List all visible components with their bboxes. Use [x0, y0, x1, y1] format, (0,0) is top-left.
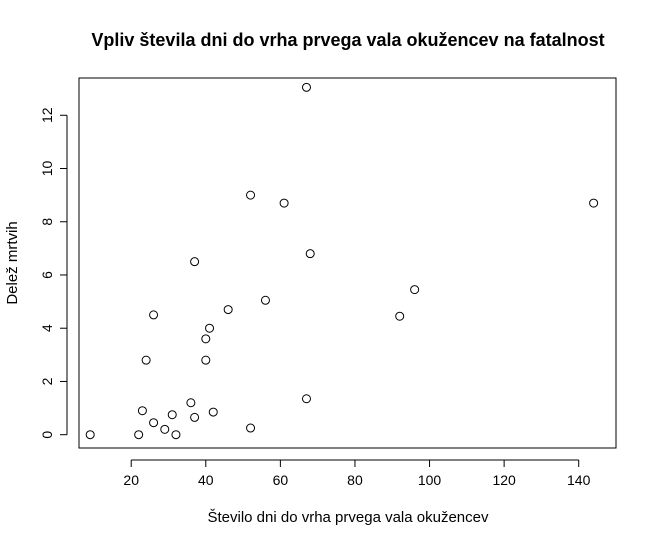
- y-tick-label: 4: [39, 324, 55, 332]
- y-tick-label: 2: [39, 377, 55, 385]
- data-point: [190, 412, 200, 422]
- data-point: [85, 430, 95, 440]
- data-point: [137, 406, 147, 416]
- y-tick-label: 0: [39, 431, 55, 439]
- data-point: [589, 198, 599, 208]
- data-point: [201, 334, 211, 344]
- y-axis-label: Delež mrtvih: [4, 221, 21, 304]
- x-axis-label: Število dni do vrha prvega vala okužence…: [207, 509, 489, 526]
- plot-area-border: [78, 77, 617, 449]
- data-point: [260, 295, 270, 305]
- data-point: [395, 311, 405, 321]
- x-tick-label: 40: [198, 472, 214, 488]
- data-point: [301, 394, 311, 404]
- x-tick-label: 80: [347, 472, 363, 488]
- y-tick-label: 6: [39, 271, 55, 279]
- data-point: [205, 323, 215, 333]
- x-tick-label: 140: [567, 472, 591, 488]
- y-tick-label: 10: [39, 161, 55, 177]
- data-point: [246, 190, 256, 200]
- x-tick-label: 100: [418, 472, 442, 488]
- data-points: [85, 82, 599, 440]
- data-point: [149, 310, 159, 320]
- x-axis: 20 40 60 80 100 120 140: [123, 459, 591, 488]
- data-point: [279, 198, 289, 208]
- data-point: [190, 257, 200, 267]
- y-tick-label: 12: [39, 107, 55, 123]
- data-point: [305, 249, 315, 259]
- data-point: [301, 82, 311, 92]
- data-point: [171, 430, 181, 440]
- x-tick-label: 20: [123, 472, 139, 488]
- data-point: [208, 407, 218, 417]
- y-axis: 0 2 4 6 8 10 12: [39, 107, 68, 439]
- x-tick-label: 120: [492, 472, 516, 488]
- x-tick-label: 60: [273, 472, 289, 488]
- data-point: [223, 305, 233, 315]
- data-point: [141, 355, 151, 365]
- chart-title: Vpliv števila dni do vrha prvega vala ok…: [91, 30, 604, 50]
- data-point: [149, 418, 159, 428]
- data-point: [134, 430, 144, 440]
- data-point: [410, 285, 420, 295]
- data-point: [201, 355, 211, 365]
- data-point: [186, 398, 196, 408]
- y-tick-label: 8: [39, 218, 55, 226]
- data-point: [160, 424, 170, 434]
- data-point: [246, 423, 256, 433]
- data-point: [167, 410, 177, 420]
